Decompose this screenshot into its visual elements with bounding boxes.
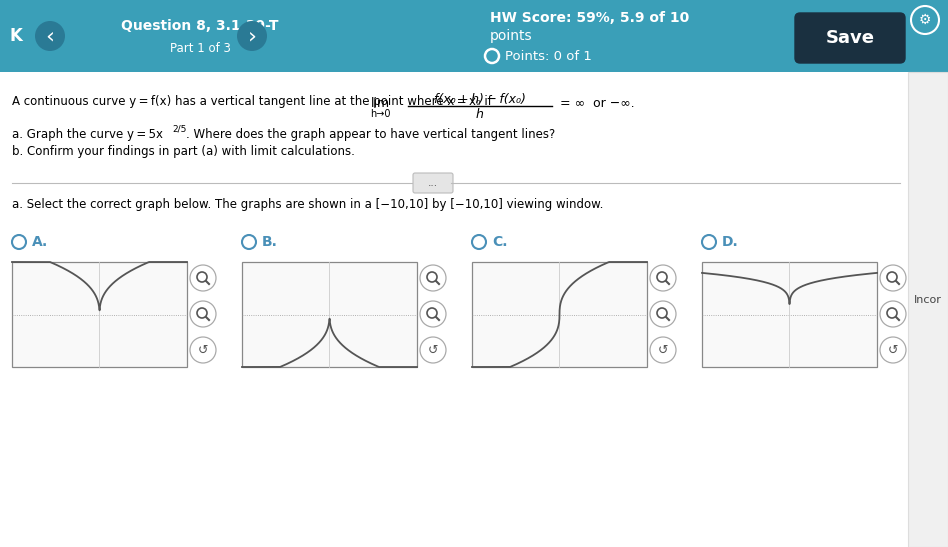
Circle shape xyxy=(242,235,256,249)
Circle shape xyxy=(485,49,499,63)
Bar xyxy=(12,262,187,367)
Text: f(x₀ + h) − f(x₀): f(x₀ + h) − f(x₀) xyxy=(434,93,526,106)
Bar xyxy=(0,0,948,72)
Circle shape xyxy=(650,337,676,363)
Text: Save: Save xyxy=(826,29,874,47)
Circle shape xyxy=(12,235,26,249)
Text: h→0: h→0 xyxy=(370,109,391,119)
Text: ‹: ‹ xyxy=(46,26,54,46)
Circle shape xyxy=(190,337,216,363)
Text: HW Score: 59%, 5.9 of 10: HW Score: 59%, 5.9 of 10 xyxy=(490,11,689,25)
Text: b. Confirm your findings in part (a) with limit calculations.: b. Confirm your findings in part (a) wit… xyxy=(12,145,355,158)
Text: Points: 0 of 1: Points: 0 of 1 xyxy=(505,49,592,62)
Text: points: points xyxy=(490,29,533,43)
Circle shape xyxy=(880,301,906,327)
Text: Incor: Incor xyxy=(914,295,942,305)
Bar xyxy=(242,262,417,367)
Text: C.: C. xyxy=(492,235,507,249)
Text: Question 8, 3.1.39-T: Question 8, 3.1.39-T xyxy=(121,19,279,33)
Bar xyxy=(908,72,948,547)
Circle shape xyxy=(472,235,486,249)
FancyBboxPatch shape xyxy=(413,173,453,193)
Text: Part 1 of 3: Part 1 of 3 xyxy=(170,42,230,55)
Text: K: K xyxy=(10,27,23,45)
Bar xyxy=(702,262,877,367)
FancyBboxPatch shape xyxy=(795,13,905,63)
Circle shape xyxy=(420,301,446,327)
Text: ↺: ↺ xyxy=(198,344,209,357)
Text: = ∞  or −∞.: = ∞ or −∞. xyxy=(560,97,634,110)
Circle shape xyxy=(880,265,906,291)
Text: D.: D. xyxy=(722,235,738,249)
Circle shape xyxy=(702,235,716,249)
Text: . Where does the graph appear to have vertical tangent lines?: . Where does the graph appear to have ve… xyxy=(186,128,556,141)
Circle shape xyxy=(420,337,446,363)
Text: ↺: ↺ xyxy=(428,344,438,357)
Circle shape xyxy=(190,301,216,327)
Text: h: h xyxy=(476,108,483,121)
Circle shape xyxy=(420,265,446,291)
Bar xyxy=(472,262,647,367)
Circle shape xyxy=(190,265,216,291)
Text: ...: ... xyxy=(428,178,438,188)
Text: B.: B. xyxy=(262,235,278,249)
Text: A.: A. xyxy=(32,235,48,249)
Text: ⚙: ⚙ xyxy=(919,13,931,27)
Text: a. Select the correct graph below. The graphs are shown in a [−10,10] by [−10,10: a. Select the correct graph below. The g… xyxy=(12,198,603,211)
Text: lim: lim xyxy=(371,97,390,110)
Circle shape xyxy=(35,21,65,51)
Circle shape xyxy=(650,265,676,291)
Text: ↺: ↺ xyxy=(658,344,668,357)
Circle shape xyxy=(880,337,906,363)
Text: ↺: ↺ xyxy=(887,344,899,357)
Text: a. Graph the curve y = 5x: a. Graph the curve y = 5x xyxy=(12,128,163,141)
Circle shape xyxy=(650,301,676,327)
Text: ›: › xyxy=(247,26,257,46)
Text: 2/5: 2/5 xyxy=(172,125,187,134)
Circle shape xyxy=(237,21,267,51)
Text: A continuous curve y = f(x) has a vertical tangent line at the point where x = x: A continuous curve y = f(x) has a vertic… xyxy=(12,95,492,108)
